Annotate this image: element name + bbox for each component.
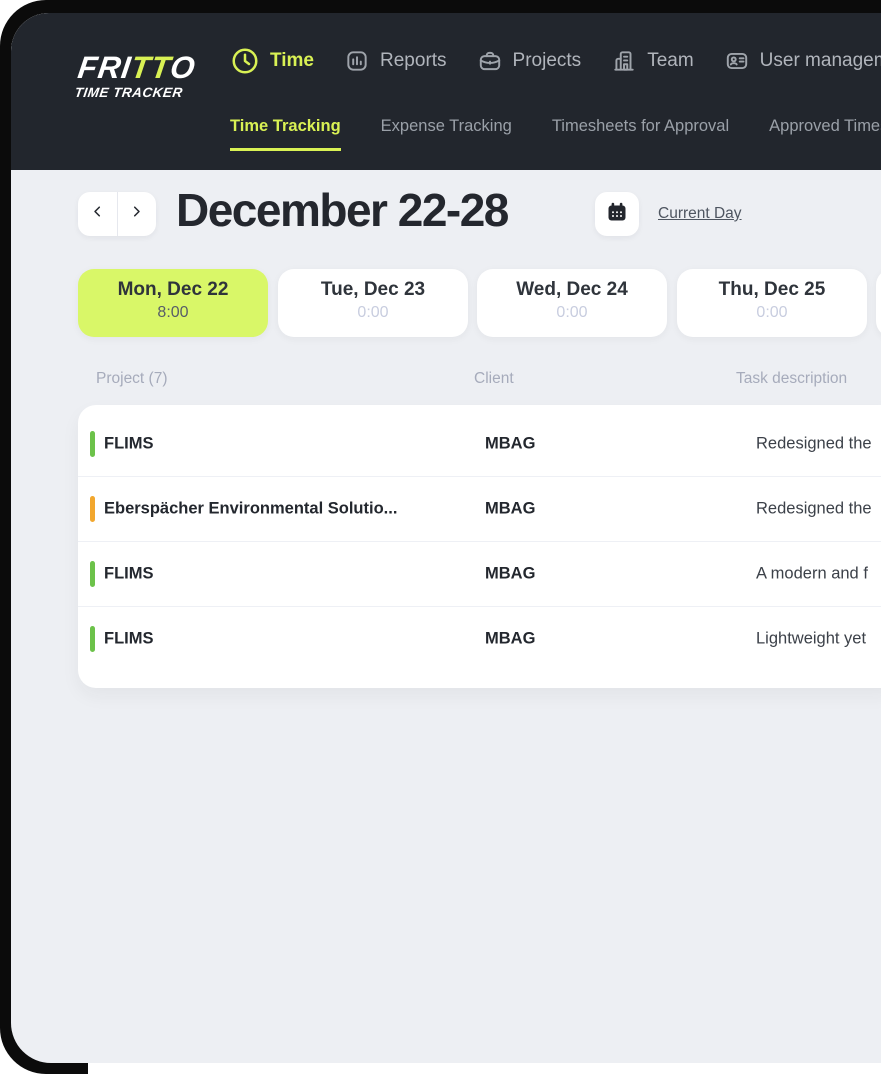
bottom-cover — [88, 1063, 881, 1083]
reports-icon — [344, 48, 370, 74]
day-card-tue[interactable]: Tue, Dec 23 0:00 — [278, 269, 468, 337]
day-hours: 0:00 — [357, 304, 389, 321]
entry-project: FLIMS — [104, 434, 154, 452]
app-surface: FRITTO TIME TRACKER Time Reports — [11, 13, 881, 1063]
day-label: Thu, Dec 25 — [718, 279, 826, 300]
entry-client: MBAG — [485, 629, 536, 648]
day-hours: 8:00 — [157, 304, 189, 321]
nav-item-user-management[interactable]: User management — [724, 48, 881, 74]
nav-item-projects[interactable]: Projects — [477, 48, 582, 74]
day-card-partial[interactable] — [876, 269, 881, 337]
brand-name-part: O — [168, 50, 199, 85]
brand-logo[interactable]: FRITTO TIME TRACKER — [73, 50, 199, 100]
chevron-left-icon — [89, 203, 106, 225]
brand-tagline: TIME TRACKER — [73, 85, 184, 100]
day-card-mon[interactable]: Mon, Dec 22 8:00 — [78, 269, 268, 337]
table-row[interactable]: Eberspächer Environmental Solutio... MBA… — [78, 476, 881, 541]
nav-item-label: User management — [759, 50, 881, 71]
project-color-bar — [90, 496, 95, 522]
time-entries-card: FLIMS MBAG Redesigned the Eberspächer En… — [78, 405, 881, 688]
next-week-button[interactable] — [117, 192, 156, 236]
date-navigation: December 22-28 Current Day — [11, 184, 881, 238]
calendar-icon — [605, 200, 629, 229]
day-label: Wed, Dec 24 — [516, 279, 628, 300]
day-label: Mon, Dec 22 — [117, 279, 229, 300]
nav-item-label: Projects — [512, 50, 582, 71]
building-icon — [611, 48, 637, 74]
entry-project: FLIMS — [104, 564, 154, 583]
nav-item-label: Time — [270, 50, 315, 71]
nav-item-label: Reports — [380, 50, 447, 71]
column-header-task: Task description — [736, 370, 848, 387]
entry-client: MBAG — [485, 499, 536, 518]
entry-client: MBAG — [485, 434, 536, 452]
day-label: Tue, Dec 23 — [320, 279, 426, 300]
day-card-thu[interactable]: Thu, Dec 25 0:00 — [677, 269, 867, 337]
day-hours: 0:00 — [556, 304, 588, 321]
table-row[interactable]: FLIMS MBAG A modern and f — [78, 541, 881, 606]
calendar-button[interactable] — [595, 192, 639, 236]
sub-nav-tabs: Time Tracking Expense Tracking Timesheet… — [230, 117, 881, 151]
table-row[interactable]: FLIMS MBAG Redesigned the — [78, 411, 881, 476]
previous-week-button[interactable] — [78, 192, 117, 236]
briefcase-icon — [477, 48, 503, 74]
nav-item-team[interactable]: Team — [611, 48, 694, 74]
brand-name-part: FRI — [75, 50, 134, 85]
pager-divider — [116, 192, 118, 236]
day-hours: 0:00 — [756, 304, 788, 321]
entry-task-description: Redesigned the — [756, 499, 872, 518]
top-header: FRITTO TIME TRACKER Time Reports — [11, 13, 881, 170]
tab-expense-tracking[interactable]: Expense Tracking — [380, 117, 512, 135]
column-header-client: Client — [474, 370, 514, 387]
main-nav: Time Reports Projects — [230, 46, 881, 76]
week-day-cards: Mon, Dec 22 8:00 Tue, Dec 23 0:00 Wed, D… — [11, 269, 881, 337]
day-card-wed[interactable]: Wed, Dec 24 0:00 — [477, 269, 667, 337]
current-day-link[interactable]: Current Day — [658, 205, 742, 222]
entry-project: FLIMS — [104, 629, 154, 648]
id-card-icon — [724, 48, 750, 74]
project-color-bar — [90, 430, 95, 457]
clock-icon — [230, 46, 260, 76]
entry-task-description: Redesigned the — [756, 434, 872, 452]
brand-name: FRITTO — [75, 50, 199, 85]
entry-client: MBAG — [485, 564, 536, 583]
table-row[interactable]: FLIMS MBAG Lightweight yet — [78, 606, 881, 671]
nav-item-label: Team — [647, 50, 694, 71]
project-color-bar — [90, 561, 95, 587]
table-header: Project (7) Client Task description — [11, 370, 881, 390]
chevron-right-icon — [128, 203, 145, 225]
entry-project: Eberspächer Environmental Solutio... — [104, 499, 398, 518]
nav-item-reports[interactable]: Reports — [344, 48, 447, 74]
entry-task-description: A modern and f — [756, 564, 868, 583]
tab-timesheets-for-approval[interactable]: Timesheets for Approval — [551, 117, 730, 135]
week-pager — [78, 192, 156, 236]
project-color-bar — [90, 626, 95, 652]
brand-name-accent: TT — [128, 50, 173, 85]
page-title-week-range: December 22-28 — [176, 184, 509, 236]
entry-task-description: Lightweight yet — [756, 629, 867, 648]
column-header-project: Project (7) — [96, 370, 168, 387]
nav-item-time[interactable]: Time — [230, 46, 314, 76]
tab-approved-timesheets[interactable]: Approved Timesheets — [769, 117, 881, 135]
tab-time-tracking[interactable]: Time Tracking — [230, 117, 341, 151]
